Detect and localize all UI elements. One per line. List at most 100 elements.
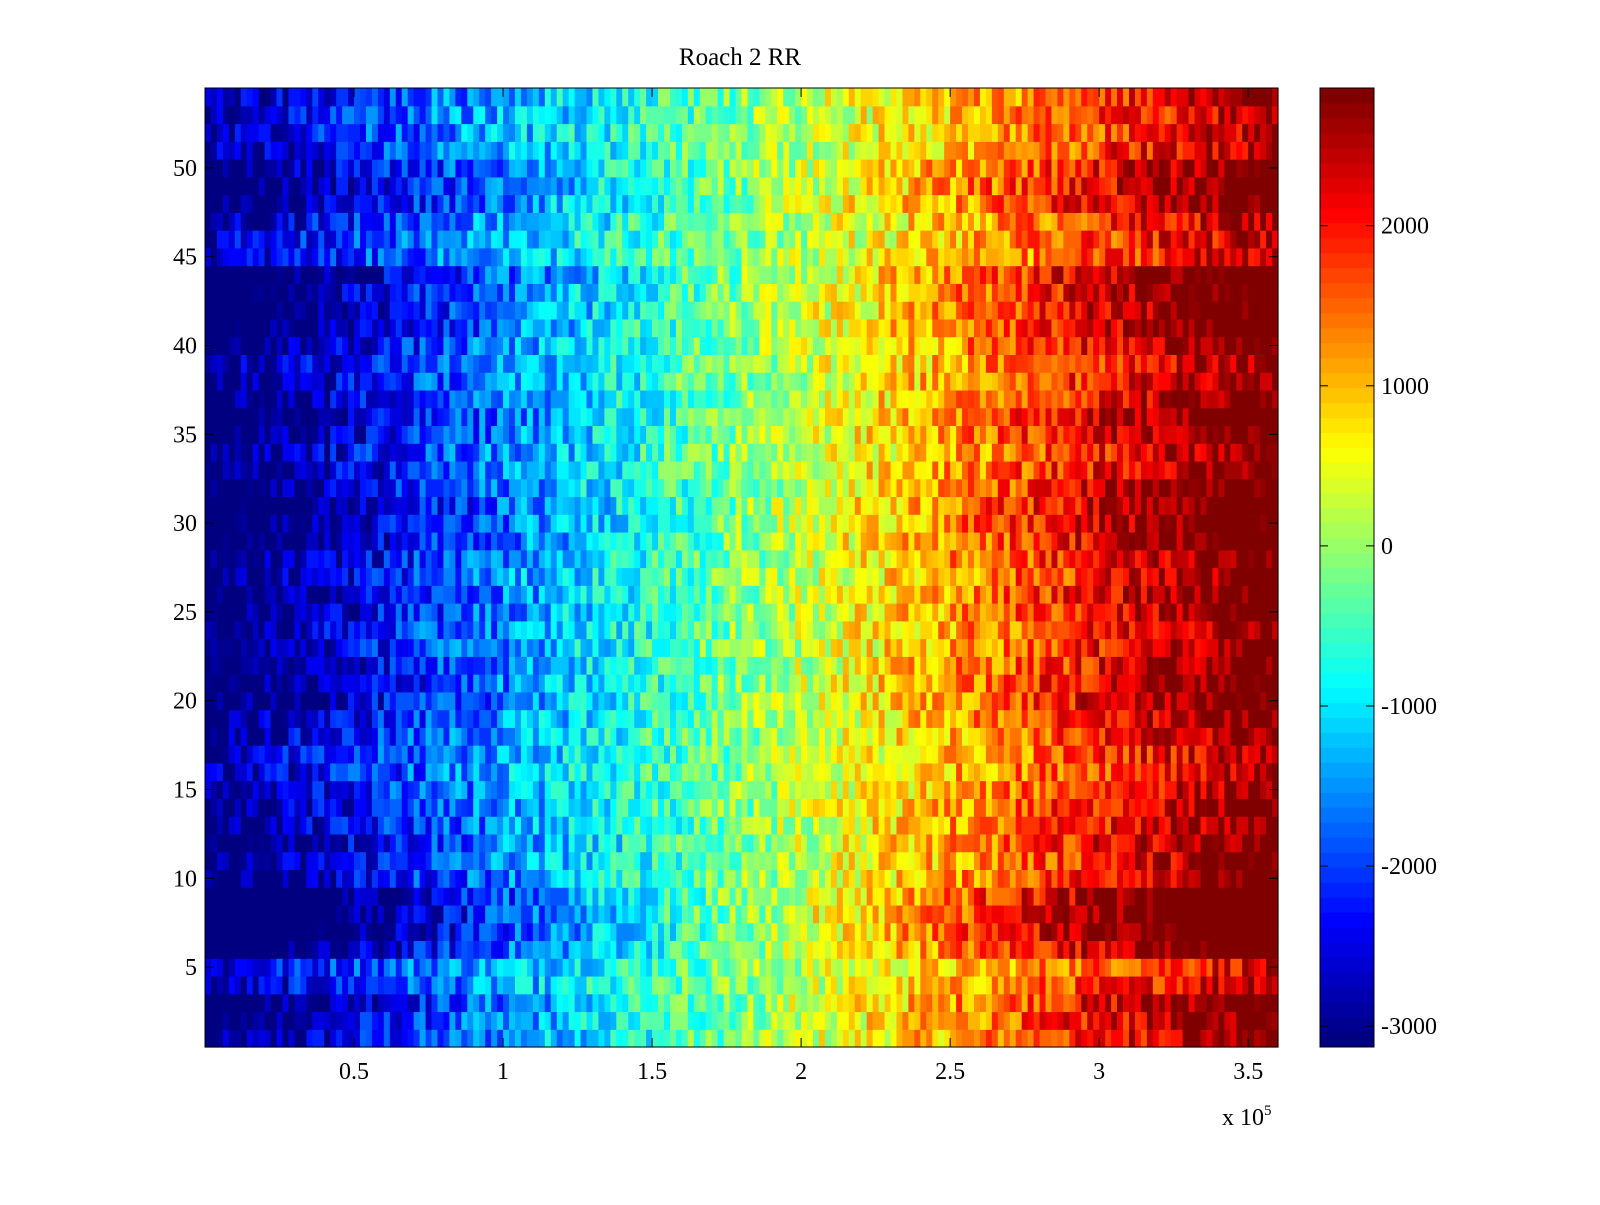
- heatmap-cell: [759, 603, 766, 622]
- heatmap-cell: [741, 1029, 749, 1048]
- heatmap-cell: [741, 869, 749, 888]
- heatmap-cell: [473, 656, 480, 675]
- heatmap-cell: [854, 567, 862, 586]
- heatmap-cell: [1188, 869, 1196, 888]
- heatmap-cell: [586, 549, 594, 569]
- heatmap-cell: [777, 727, 784, 746]
- heatmap-cell: [1218, 603, 1225, 622]
- heatmap-cell: [556, 780, 564, 799]
- heatmap-cell: [1087, 762, 1094, 782]
- heatmap-cell: [556, 674, 564, 693]
- heatmap-cell: [520, 1011, 528, 1030]
- heatmap-cell: [801, 869, 808, 888]
- heatmap-cell: [902, 638, 910, 657]
- heatmap-cell: [1176, 780, 1184, 799]
- heatmap-cell: [675, 585, 683, 604]
- heatmap-cell: [401, 567, 409, 586]
- heatmap-cell: [938, 762, 945, 782]
- heatmap-cell: [467, 940, 474, 959]
- heatmap-cell: [693, 958, 701, 977]
- heatmap-cell: [675, 638, 683, 657]
- heatmap-cell: [1063, 638, 1070, 657]
- heatmap-cell: [604, 904, 611, 924]
- heatmap-cell: [1087, 780, 1094, 799]
- heatmap-cell: [687, 745, 695, 764]
- heatmap-cell: [330, 975, 337, 995]
- heatmap-cell: [407, 585, 415, 604]
- heatmap-cell: [467, 727, 474, 746]
- heatmap-cell: [801, 603, 808, 622]
- heatmap-cell: [741, 656, 749, 675]
- heatmap-cell: [1045, 798, 1053, 817]
- heatmap-cell: [449, 691, 456, 711]
- heatmap-cell: [658, 1029, 665, 1048]
- heatmap-cell: [753, 833, 760, 853]
- heatmap-cell: [1230, 603, 1237, 622]
- heatmap-cell: [1123, 958, 1130, 977]
- heatmap-cell: [1069, 833, 1076, 853]
- heatmap-cell: [1218, 993, 1225, 1013]
- heatmap-cell: [401, 851, 409, 871]
- heatmap-cell: [979, 674, 987, 693]
- heatmap-cell: [622, 904, 629, 924]
- heatmap-cell: [640, 993, 647, 1013]
- heatmap-cell: [1152, 709, 1160, 728]
- heatmap-cell: [550, 887, 558, 906]
- heatmap-cell: [848, 851, 856, 871]
- heatmap-cell: [443, 727, 450, 746]
- heatmap-cell: [377, 993, 385, 1013]
- heatmap-cell: [1230, 1011, 1237, 1030]
- heatmap-cell: [634, 940, 641, 959]
- heatmap-cell: [598, 745, 605, 764]
- heatmap-cell: [365, 993, 373, 1013]
- heatmap-cell: [383, 958, 391, 977]
- heatmap-cell: [628, 798, 635, 817]
- heatmap-cell: [598, 691, 605, 711]
- heatmap-cell: [365, 638, 373, 657]
- heatmap-cell: [938, 674, 945, 693]
- heatmap-cell: [503, 745, 510, 764]
- heatmap-cell: [1128, 1029, 1136, 1048]
- heatmap-cell: [956, 656, 963, 675]
- heatmap-cell: [258, 585, 266, 604]
- heatmap-cell: [759, 585, 766, 604]
- heatmap-cell: [473, 727, 480, 746]
- heatmap-cell: [497, 816, 504, 835]
- heatmap-cell: [1272, 567, 1279, 586]
- heatmap-cell: [771, 656, 778, 675]
- heatmap-cell: [926, 727, 933, 746]
- heatmap-cell: [759, 620, 766, 640]
- heatmap-cell: [866, 869, 874, 888]
- heatmap-cell: [246, 620, 254, 640]
- heatmap-cell: [389, 709, 397, 728]
- heatmap-cell: [526, 620, 534, 640]
- heatmap-cell: [836, 993, 844, 1013]
- heatmap-cell: [991, 904, 999, 924]
- heatmap-cell: [675, 656, 683, 675]
- heatmap-cell: [1224, 798, 1231, 817]
- heatmap-cell: [324, 709, 331, 728]
- heatmap-cell: [348, 549, 355, 569]
- heatmap-cell: [1170, 620, 1178, 640]
- heatmap-cell: [413, 1029, 421, 1048]
- heatmap-cell: [1021, 709, 1029, 728]
- heatmap-cell: [503, 904, 510, 924]
- heatmap-cell: [884, 798, 892, 817]
- heatmap-cell: [1242, 833, 1249, 853]
- heatmap-cell: [365, 656, 373, 675]
- heatmap-cell: [1033, 780, 1041, 799]
- heatmap-cell: [1003, 656, 1011, 675]
- heatmap-cell: [1033, 833, 1041, 853]
- heatmap-cell: [413, 816, 421, 835]
- heatmap-cell: [783, 869, 790, 888]
- heatmap-cell: [741, 709, 749, 728]
- heatmap-cell: [228, 691, 236, 711]
- heatmap-cell: [836, 603, 844, 622]
- heatmap-cell: [878, 638, 886, 657]
- heatmap-cell: [938, 904, 945, 924]
- heatmap-cell: [658, 620, 665, 640]
- heatmap-cell: [830, 993, 838, 1013]
- heatmap-cell: [973, 567, 981, 586]
- heatmap-cell: [1093, 851, 1100, 871]
- heatmap-cell: [210, 975, 218, 995]
